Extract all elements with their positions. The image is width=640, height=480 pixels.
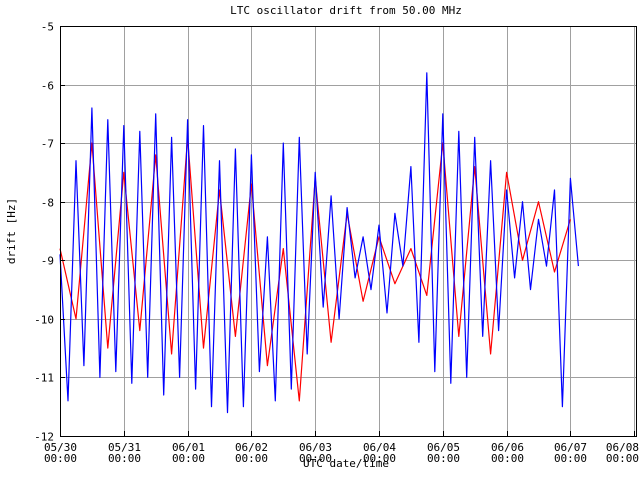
x-tick-label-date: 06/06 [491, 441, 524, 454]
y-tick-label: -6 [41, 80, 54, 93]
x-tick-label-time: 00:00 [363, 452, 396, 465]
x-tick-label-date: 06/08 [606, 441, 639, 454]
x-tick-label-time: 00:00 [235, 452, 268, 465]
x-tick-label-date: 06/01 [172, 441, 205, 454]
series-layer [59, 72, 579, 414]
chart-title: LTC oscillator drift from 50.00 MHz [230, 4, 462, 17]
y-tick-label: -9 [41, 255, 54, 268]
y-tick-label: -8 [41, 197, 54, 210]
x-tick-label-time: 00:00 [554, 452, 587, 465]
x-axis: 05/3000:0005/3100:0006/0100:0006/0200:00… [44, 431, 639, 465]
x-tick-label-date: 05/31 [108, 441, 141, 454]
x-axis-label: UTC date/time [303, 457, 389, 470]
x-tick-label-date: 05/30 [44, 441, 77, 454]
x-tick-label-time: 00:00 [299, 452, 332, 465]
x-tick-label-time: 00:00 [108, 452, 141, 465]
x-tick-label-time: 00:00 [427, 452, 460, 465]
x-tick-label-date: 06/03 [299, 441, 332, 454]
y-tick-label: -5 [41, 21, 54, 34]
plot-frame [60, 26, 637, 437]
y-tick-label: -12 [34, 431, 54, 444]
x-tick-label-time: 00:00 [44, 452, 77, 465]
x-tick-label-time: 00:00 [606, 452, 639, 465]
y-tick-label: -11 [34, 372, 54, 385]
y-axis-label: drift [Hz] [5, 198, 18, 264]
x-tick-label-time: 00:00 [491, 452, 524, 465]
grid [60, 26, 636, 436]
x-tick-label-date: 06/07 [554, 441, 587, 454]
series-line-2 [59, 72, 579, 414]
x-tick-label-date: 06/05 [427, 441, 460, 454]
x-tick-label-date: 06/02 [235, 441, 268, 454]
x-tick-label-time: 00:00 [172, 452, 205, 465]
y-tick-label: -10 [34, 314, 54, 327]
y-tick-label: -7 [41, 138, 54, 151]
y-axis: -12 -11 -10 -9 -8 -7 -6 -5 [34, 21, 65, 444]
x-tick-label-date: 06/04 [363, 441, 396, 454]
